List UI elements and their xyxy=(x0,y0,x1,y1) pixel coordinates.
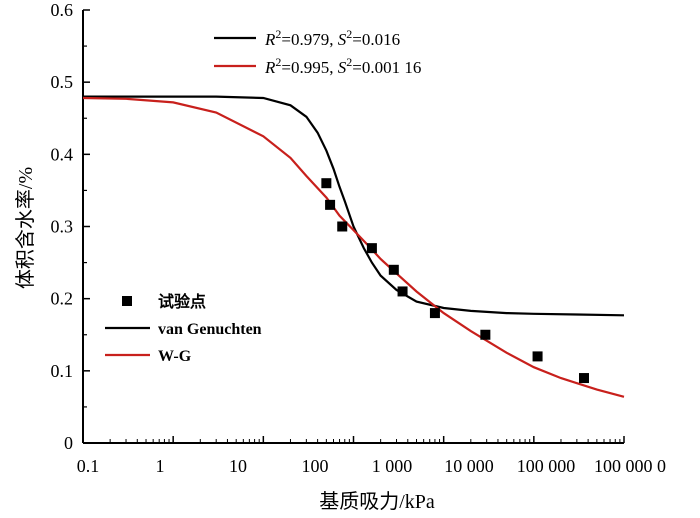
data-point xyxy=(578,373,589,384)
y-axis-title: 体积含水率/% xyxy=(14,167,37,289)
x-tick-label: 1 000 xyxy=(372,456,413,476)
data-point xyxy=(366,243,377,254)
x-axis-title: 基质吸力/kPa xyxy=(319,490,435,513)
legend-marker xyxy=(122,296,132,306)
y-tick-label: 0.2 xyxy=(51,289,74,309)
data-point xyxy=(532,351,543,362)
legend-label: 试验点 xyxy=(158,292,206,311)
data-point xyxy=(388,264,399,275)
series-layer xyxy=(82,95,625,398)
x-tick-label: 100 xyxy=(302,456,329,476)
data-point xyxy=(397,286,408,297)
series-line-van-genuchten xyxy=(83,95,625,317)
x-tick-label: 1 xyxy=(156,456,165,476)
y-tick-label: 0.4 xyxy=(51,144,74,164)
legend-label: W-G xyxy=(158,348,192,365)
data-point xyxy=(337,221,348,232)
data-point xyxy=(429,308,440,319)
legend-fit-label: R2=0.995, S2=0.001 16 xyxy=(264,55,421,77)
y-tick-label: 0.5 xyxy=(51,72,74,92)
x-tick-label: 0.1 xyxy=(77,456,100,476)
data-point xyxy=(321,178,332,189)
y-tick-label: 0.1 xyxy=(51,361,74,381)
x-tick-label: 100 000 0 xyxy=(594,456,666,476)
legend: R2=0.979, S2=0.016 R2=0.995, S2=0.001 16 试… xyxy=(105,27,421,365)
y-tick-label: 0 xyxy=(64,433,73,453)
x-tick-label: 10 xyxy=(229,456,247,476)
legend-fit-label: R2=0.979, S2=0.016 xyxy=(264,27,400,49)
x-tick-label: 100 000 xyxy=(517,456,576,476)
y-tick-label: 0.3 xyxy=(51,217,74,237)
data-point xyxy=(325,199,336,210)
axes: 00.10.20.30.40.50.60.1 1 10 100 1 000 10 000 1… xyxy=(51,0,667,476)
y-tick-label: 0.6 xyxy=(51,0,74,20)
legend-label: van Genuchten xyxy=(158,321,262,338)
x-tick-label: 10 000 xyxy=(444,456,494,476)
data-point xyxy=(480,329,491,340)
